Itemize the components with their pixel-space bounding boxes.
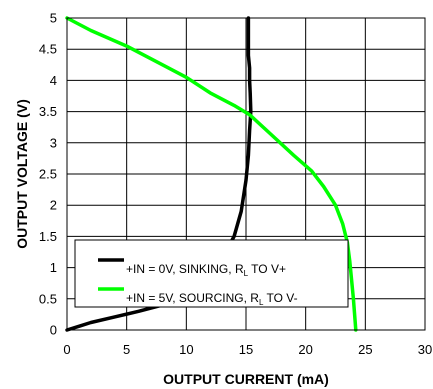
legend-label-subscript: L bbox=[259, 298, 264, 307]
plot-frame bbox=[66, 17, 426, 331]
legend-label-2: +IN = 5V, SOURCING, RL TO V- bbox=[126, 291, 298, 307]
y-tick-label: 1.5 bbox=[39, 229, 57, 244]
series-line-2 bbox=[65, 16, 358, 332]
y-tick-label: 2 bbox=[50, 198, 57, 213]
legend-label-text: +IN = 0V, SINKING, R bbox=[126, 262, 244, 276]
y-tick-label: 4 bbox=[50, 73, 57, 88]
x-axis-title: OUTPUT CURRENT (mA) bbox=[163, 371, 329, 387]
x-tick-label: 25 bbox=[358, 342, 372, 357]
y-tick-label: 1 bbox=[50, 260, 57, 275]
legend-label-1: +IN = 0V, SINKING, RL TO V+ bbox=[126, 262, 286, 278]
legend-label-subscript: L bbox=[244, 269, 249, 278]
y-tick-label: 0 bbox=[50, 323, 57, 338]
y-tick-label: 2.5 bbox=[39, 167, 57, 182]
y-axis-title: OUTPUT VOLTAGE (V) bbox=[14, 99, 30, 249]
x-tick-label: 15 bbox=[239, 342, 253, 357]
y-tick-label: 5 bbox=[50, 11, 57, 26]
legend-box bbox=[74, 239, 349, 308]
y-tick-label: 0.5 bbox=[39, 291, 57, 306]
series-lines bbox=[65, 16, 358, 332]
legend-label-text: TO V- bbox=[263, 291, 297, 305]
y-tick-labels: 0 0.5 1 1.5 2 2.5 3 3.5 4 4.5 5 bbox=[39, 11, 57, 338]
y-tick-label: 3 bbox=[50, 135, 57, 150]
x-tick-label: 5 bbox=[123, 342, 130, 357]
legend-label-text: TO V+ bbox=[248, 262, 286, 276]
legend-label-text: +IN = 5V, SOURCING, R bbox=[126, 291, 259, 305]
y-tick-label: 3.5 bbox=[39, 104, 57, 119]
series-line-1 bbox=[65, 16, 253, 332]
legend: +IN = 0V, SINKING, RL TO V++IN = 5V, SOU… bbox=[74, 239, 349, 308]
x-tick-label: 0 bbox=[63, 342, 70, 357]
x-tick-labels: 0 5 10 15 20 25 30 bbox=[63, 342, 432, 357]
x-tick-label: 10 bbox=[179, 342, 193, 357]
y-tick-label: 4.5 bbox=[39, 42, 57, 57]
x-tick-label: 20 bbox=[298, 342, 312, 357]
x-tick-label: 30 bbox=[418, 342, 432, 357]
